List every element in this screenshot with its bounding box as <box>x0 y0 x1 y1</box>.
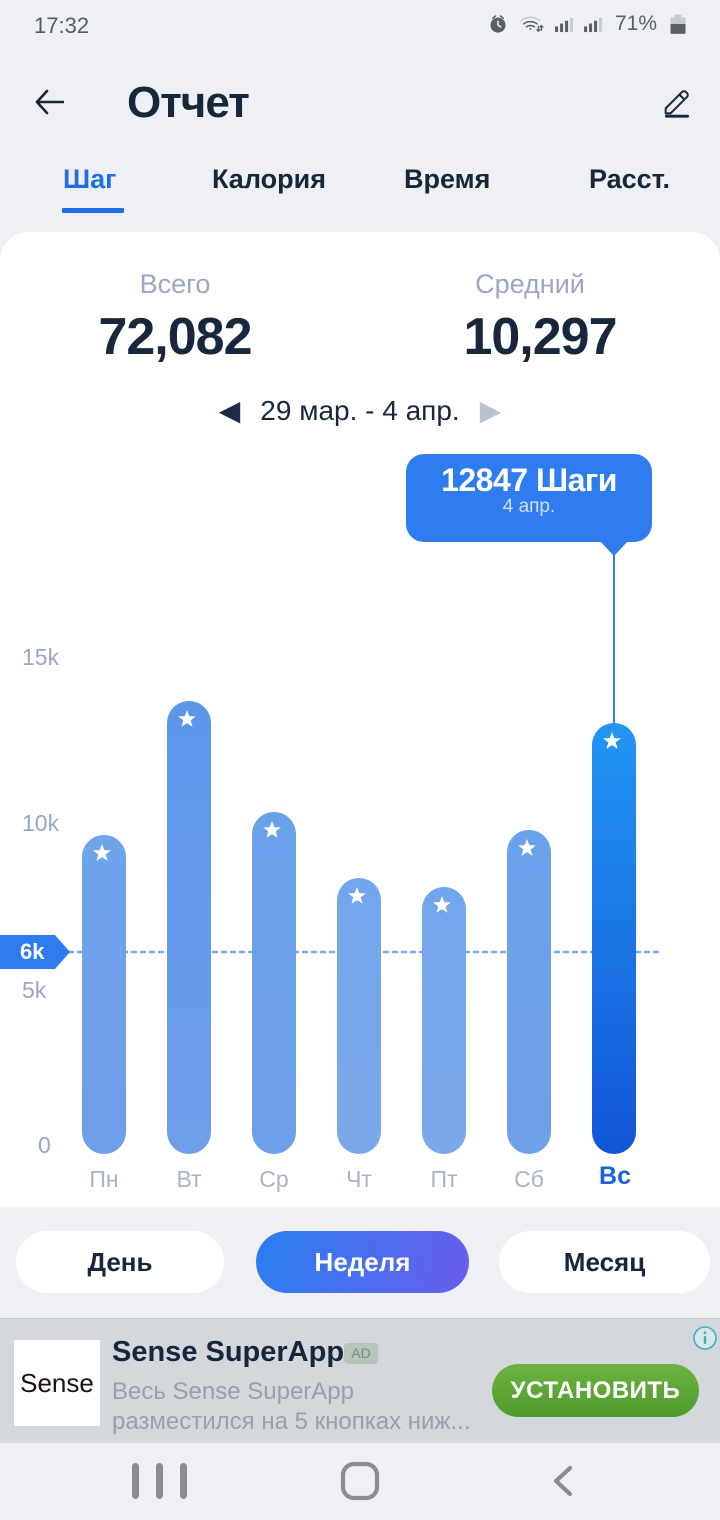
svg-text:6k: 6k <box>20 939 45 964</box>
